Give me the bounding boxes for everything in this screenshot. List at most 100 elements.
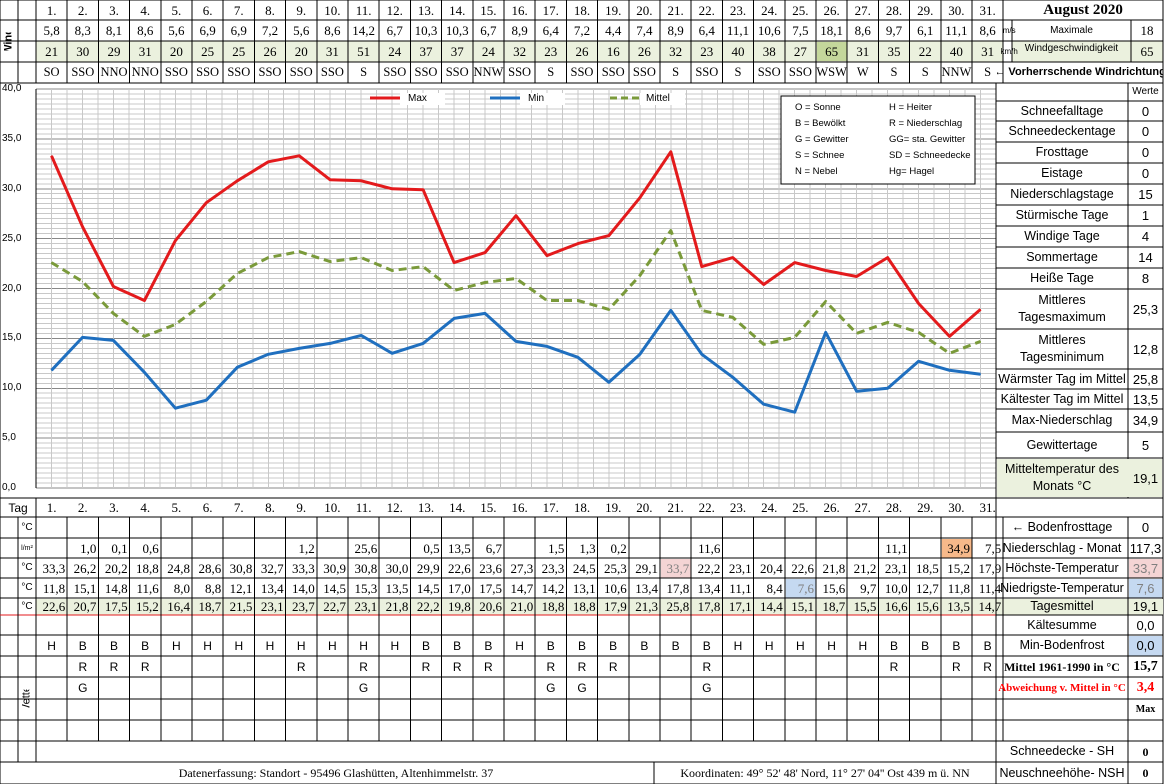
tmin-value: 13,1 (572, 580, 596, 596)
tmin-value-fill (1129, 579, 1162, 598)
weather-code (910, 677, 941, 699)
wind-day-header: 12. (386, 2, 403, 18)
data-point-min (205, 399, 207, 401)
weather-code: R (78, 659, 88, 674)
wind-kmh-value: 26 (575, 44, 589, 59)
weather-code (847, 656, 878, 677)
data-point-mittel (453, 289, 455, 291)
wind-ms-value: 8,9 (667, 23, 684, 38)
precip-value: 11,6 (698, 540, 721, 556)
summary-value: 15 (1138, 187, 1153, 202)
data-point-max (236, 180, 238, 182)
table-day-header: 2. (77, 500, 88, 515)
wind-ms-value: 10,3 (414, 23, 438, 38)
weather-code (286, 677, 317, 699)
precip-value (722, 538, 753, 558)
schneedecke-value: 0 (1142, 744, 1149, 759)
tmax-value-fill (1129, 559, 1162, 578)
tmean-value: 17,9 (604, 599, 627, 614)
weather-code (317, 677, 348, 699)
data-point-mittel (112, 312, 114, 314)
weather-code: H (764, 638, 774, 653)
wind-direction: SSO (757, 65, 781, 80)
data-point-mittel (360, 257, 362, 259)
tmin-value: 17,5 (479, 580, 502, 596)
data-point-mittel (608, 308, 610, 310)
data-point-min (267, 353, 269, 355)
data-point-max (825, 270, 827, 272)
wind-day-header: 7. (233, 2, 244, 18)
minboden-label: Min-Bodenfrost (1019, 638, 1105, 653)
wind-day-header: 31. (979, 2, 996, 18)
weather-code: B (609, 638, 618, 653)
tmin-value: 10,0 (884, 580, 908, 596)
tmin-value: 15,6 (822, 580, 846, 596)
precip-value: 0,1 (111, 540, 128, 556)
table-day-header: 21. (667, 500, 684, 515)
tmean-value: 13,5 (947, 599, 970, 614)
werte-header: Werte (1132, 86, 1159, 97)
weather-code: B (78, 638, 87, 653)
weather-code: H (359, 638, 368, 653)
weather-code (254, 656, 285, 677)
data-point-max (794, 262, 796, 264)
wind-direction: SSO (383, 65, 407, 80)
summary-value: 25,8 (1132, 371, 1159, 387)
summary-label: Gewittertage (1026, 437, 1098, 452)
data-point-max (918, 302, 920, 304)
table-day-header: 3. (109, 500, 119, 515)
tmax-highlight (661, 559, 692, 578)
precip-value: 0,6 (142, 540, 159, 556)
mittel6190-label: Mittel 1961-1990 in °C (1004, 659, 1120, 674)
data-point-max (360, 180, 362, 182)
tmin-value: 9,7 (860, 580, 877, 596)
wind-direction: SSO (414, 65, 438, 80)
wind-kmh-row-fill (36, 41, 1004, 62)
table-day-header: 25. (792, 500, 809, 515)
unit-ms: m/s (1002, 25, 1016, 35)
weather-code (785, 677, 816, 699)
wind-kmh-value: 26 (637, 44, 651, 59)
precip-max-highlight (941, 539, 972, 558)
wind-kmh-value: 23 (700, 44, 714, 59)
wind-ms-value: 9,7 (885, 23, 903, 38)
data-point-mittel (639, 275, 641, 277)
table-day-header: 23. (729, 500, 747, 515)
wind-direction: SSO (164, 65, 188, 80)
weather-code-legend: Hg= Hagel (889, 166, 935, 178)
wind-day-header: 23. (729, 2, 747, 18)
summary-value: 8 (1141, 271, 1150, 286)
wind-day-header: 11. (355, 2, 372, 18)
wind-day-header: 24. (761, 2, 778, 18)
data-point-mittel (391, 270, 393, 272)
wind-day-header: 19. (605, 2, 622, 18)
max-wind-kmh-fill (1012, 41, 1163, 62)
tmean-value: 15,5 (853, 599, 877, 614)
wind-day-header: 16. (511, 2, 528, 18)
wind-ms-value: 8,3 (74, 23, 91, 38)
wetter-label: Wetter (20, 689, 33, 708)
table-day-header: 18. (573, 500, 591, 515)
data-point-max (639, 197, 641, 199)
table-day-header: 20. (636, 500, 653, 515)
wind-direction: W (856, 65, 869, 80)
weather-code: R (952, 659, 961, 674)
summary-value: 1 (1141, 208, 1150, 223)
legend-label-bg (640, 93, 685, 105)
weather-code (161, 656, 192, 677)
schneedecke-label: Schneedecke - SH (1009, 744, 1115, 759)
wind-ms-value: 5,6 (293, 23, 310, 38)
wind-day-header: 4. (140, 2, 151, 18)
wind-kmh-value: 37 (450, 44, 464, 59)
weather-code: B (141, 638, 150, 653)
wind-day-header: 22. (698, 2, 715, 18)
wind-direction: SSO (289, 65, 313, 80)
data-point-mittel (577, 299, 579, 301)
weather-code (660, 656, 691, 677)
wind-ms-value: 6,9 (199, 23, 216, 38)
data-point-max (112, 286, 114, 288)
niedrigst-value: 7,6 (1136, 580, 1155, 596)
footer-location: Datenerfassung: Standort - 95496 Glashüt… (178, 766, 494, 780)
tmax-value: 15,2 (947, 560, 970, 576)
wind-direction: NNW (941, 65, 972, 80)
